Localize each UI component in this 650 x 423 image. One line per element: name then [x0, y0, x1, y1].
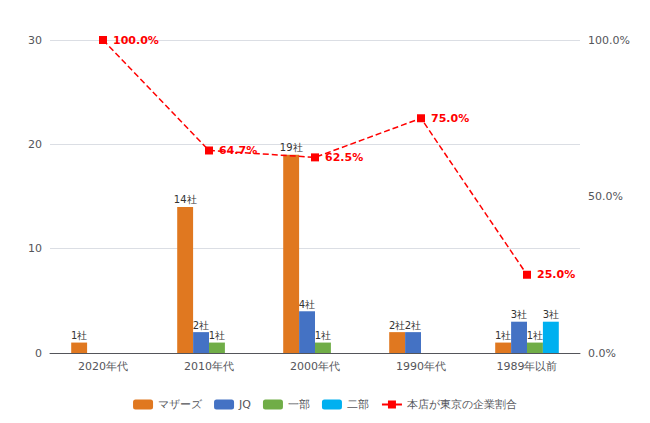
svg-text:10: 10	[28, 242, 42, 255]
svg-text:64.7%: 64.7%	[219, 144, 257, 157]
svg-text:3社: 3社	[543, 309, 559, 320]
svg-text:30: 30	[28, 34, 42, 47]
svg-text:1社: 1社	[315, 330, 331, 341]
svg-text:2010年代: 2010年代	[184, 360, 234, 373]
svg-text:1社: 1社	[71, 330, 87, 341]
svg-text:0: 0	[35, 347, 42, 360]
svg-text:1989年以前: 1989年以前	[497, 360, 558, 373]
svg-text:100.0%: 100.0%	[588, 34, 630, 47]
svg-text:2社: 2社	[193, 320, 209, 331]
svg-text:14社: 14社	[174, 194, 197, 205]
svg-text:JQ: JQ	[238, 398, 251, 411]
svg-text:50.0%: 50.0%	[588, 190, 623, 203]
svg-text:1社: 1社	[209, 330, 225, 341]
svg-text:2000年代: 2000年代	[290, 360, 340, 373]
svg-text:3社: 3社	[511, 309, 527, 320]
svg-text:2社: 2社	[389, 320, 405, 331]
svg-text:1社: 1社	[495, 330, 511, 341]
svg-text:1990年代: 1990年代	[396, 360, 446, 373]
svg-text:本店が東京の企業割合: 本店が東京の企業割合	[407, 398, 517, 411]
svg-text:2020年代: 2020年代	[78, 360, 128, 373]
svg-text:25.0%: 25.0%	[537, 268, 575, 281]
svg-text:1社: 1社	[527, 330, 543, 341]
svg-text:4社: 4社	[299, 299, 315, 310]
svg-text:一部: 一部	[288, 398, 310, 411]
svg-text:二部: 二部	[347, 398, 369, 411]
svg-text:75.0%: 75.0%	[431, 112, 469, 125]
svg-text:19社: 19社	[280, 142, 303, 153]
svg-text:100.0%: 100.0%	[113, 34, 159, 47]
svg-text:0.0%: 0.0%	[588, 347, 616, 360]
svg-text:62.5%: 62.5%	[325, 151, 363, 164]
svg-text:2社: 2社	[405, 320, 421, 331]
svg-text:マザーズ: マザーズ	[158, 398, 203, 411]
svg-text:20: 20	[28, 138, 42, 151]
